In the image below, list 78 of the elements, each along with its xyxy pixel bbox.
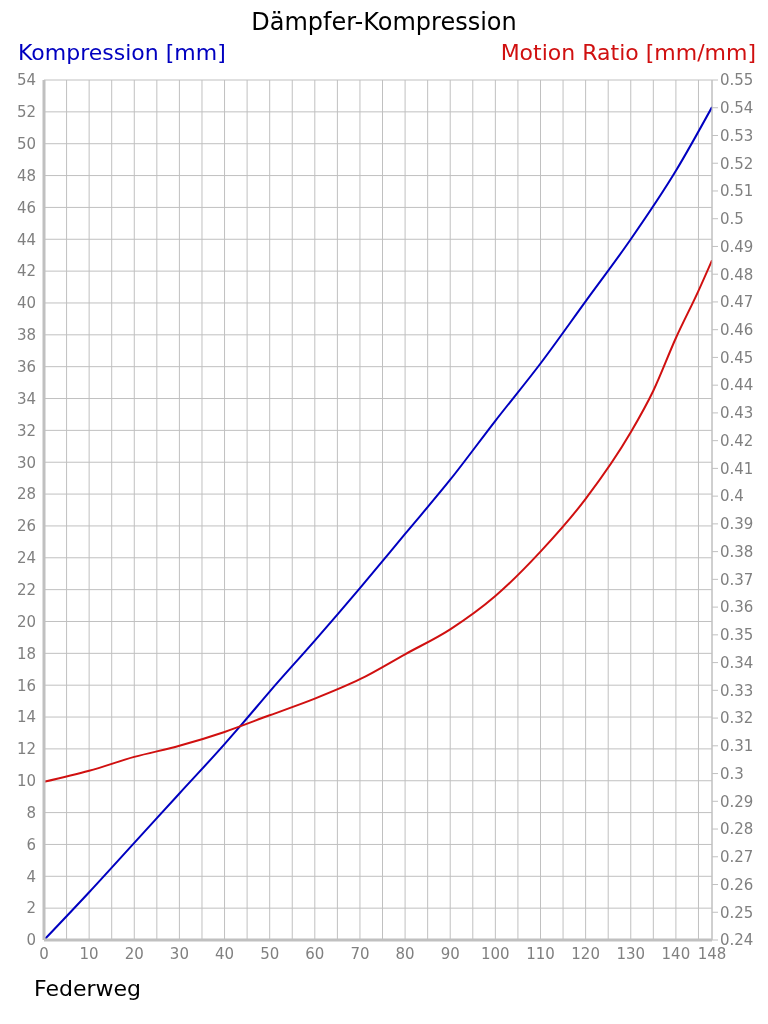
x-tick-label: 80 [395,944,415,963]
y-tick-label: 20 [16,612,36,631]
y2-tick-label: 0.43 [720,404,754,423]
y2-tick-label: 0.32 [720,709,754,728]
x-axis-title: Federweg [33,976,143,1001]
y2-tick-label: 0.34 [720,653,754,672]
y2-tick-label: 0.47 [720,293,754,312]
x-tick-label: 0 [39,944,49,963]
y-tick-label: 42 [16,262,36,281]
x-tick-label: 100 [481,944,510,963]
y2-tick-label: 0.53 [720,126,754,145]
y-tick-label: 28 [16,485,36,504]
y2-tick-label: 0.31 [720,737,754,756]
y2-tick-label: 0.38 [720,542,754,561]
y2-tick-label: 0.36 [720,598,754,617]
y2-tick-label: 0.27 [720,848,754,867]
y2-tick-label: 0.46 [720,321,754,339]
x-tick-label: 90 [440,944,460,963]
y2-tick-label: 0.55 [720,71,754,90]
y2-tick-label: 0.33 [720,681,754,700]
y2-tick-label: 0.48 [720,265,754,284]
y2-tick-label: 0.49 [720,237,754,256]
x-tick-label: 20 [124,944,144,963]
y2-tick-label: 0.28 [720,820,754,839]
y2-tick-label: 0.39 [720,515,754,534]
y-tick-label: 12 [16,740,36,759]
y-tick-label: 16 [16,676,36,695]
y2-tick-label: 0.54 [720,99,754,118]
y2-tick-label: 0.3 [720,764,744,783]
x-tick-label: 50 [260,944,280,963]
x-tick-label: 140 [661,944,691,963]
y2-tick-label: 0.41 [720,459,754,478]
y2-tick-label: 0.25 [720,903,754,922]
x-tick-label: 110 [526,944,555,963]
y-tick-label: 46 [16,198,36,217]
y2-tick-label: 0.42 [720,431,754,450]
y-tick-label: 6 [26,835,36,854]
y-tick-label: 10 [16,772,36,791]
y-tick-label: 32 [16,421,36,440]
y2-tick-label: 0.37 [720,570,754,589]
y-tick-label: 2 [26,899,36,918]
y2-tick-label: 0.44 [720,376,754,395]
y2-tick-label: 0.51 [720,182,754,201]
y-tick-label: 18 [16,644,36,663]
y-tick-label: 4 [26,867,36,886]
y2-tick-label: 0.5 [720,210,744,229]
x-tick-label: 60 [305,944,325,963]
y-tick-label: 36 [16,357,36,376]
x-tick-label: 10 [79,944,99,963]
y-tick-label: 44 [16,230,36,249]
y2-tick-label: 0.29 [720,792,754,811]
y-tick-label: 0 [26,931,36,950]
x-tick-label: 130 [616,944,646,963]
y-tick-label: 34 [16,389,36,408]
x-tick-label: 120 [571,944,600,963]
y-tick-label: 30 [16,453,36,472]
chart-title: Dämpfer-Kompression [250,8,518,38]
y-tick-label: 54 [16,71,36,90]
y-tick-label: 24 [16,549,36,568]
x-tick-label: 30 [169,944,189,963]
y-tick-label: 38 [16,326,36,345]
y-tick-label: 48 [16,166,36,185]
y-tick-label: 8 [26,803,36,822]
x-tick-label: 40 [214,944,235,963]
y2-tick-label: 0.45 [720,348,754,367]
y-axis-title: Kompression [mm] [18,40,226,67]
y-tick-label: 50 [16,135,36,154]
y2-tick-label: 0.52 [720,154,754,173]
y-tick-label: 22 [16,580,36,599]
y-tick-label: 14 [16,708,36,727]
y2-tick-label: 0.4 [720,487,744,506]
y-tick-label: 26 [16,517,36,536]
y2-axis-title: Motion Ratio [mm/mm] [500,40,756,67]
y-tick-label: 52 [16,103,36,122]
x-tick-label: 70 [350,944,370,963]
y2-tick-label: 0.35 [720,626,754,645]
y2-tick-label: 0.26 [720,875,754,894]
y-tick-label: 40 [16,294,36,313]
